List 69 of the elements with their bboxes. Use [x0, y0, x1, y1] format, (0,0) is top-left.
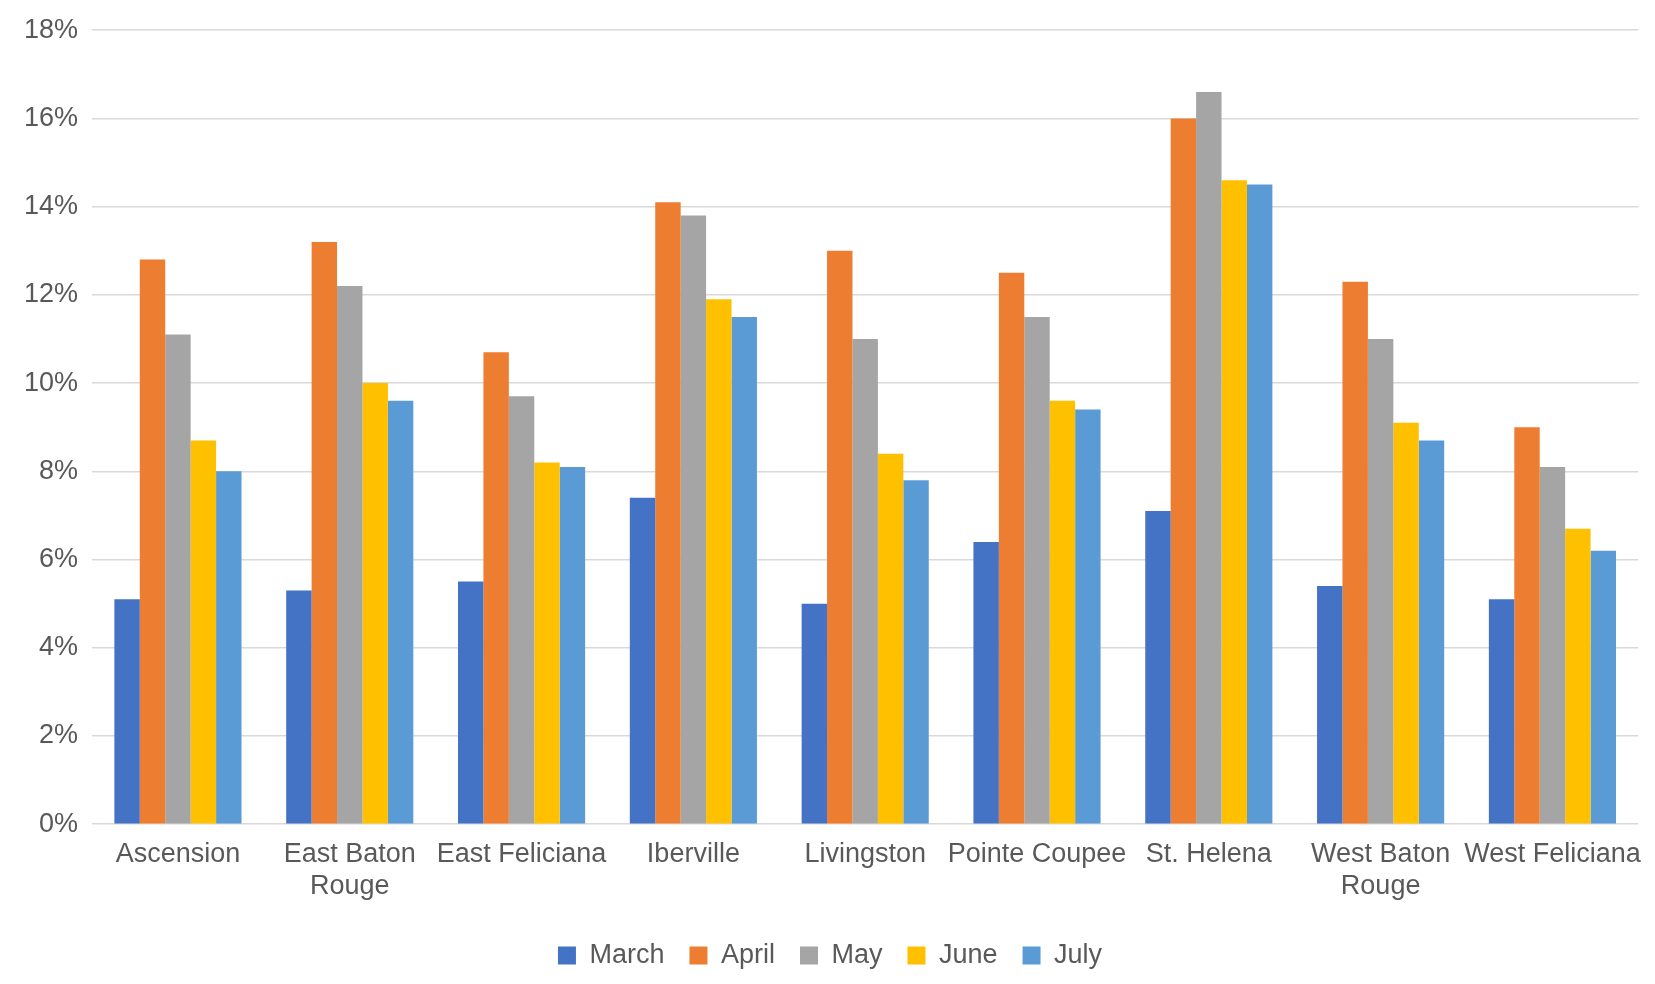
y-tick-label: 4% [39, 631, 79, 662]
bar [1221, 180, 1247, 824]
bar [680, 215, 707, 824]
legend-label: April [720, 938, 775, 969]
bar [1342, 281, 1368, 824]
x-tick-label: West Baton Rouge [1311, 837, 1451, 901]
bar [827, 250, 853, 824]
bar [852, 338, 878, 824]
bar [877, 453, 904, 824]
bar [1246, 184, 1273, 824]
bar [216, 471, 242, 824]
y-tick-label: 6% [39, 542, 79, 573]
bar [998, 272, 1025, 824]
bar [1418, 440, 1445, 824]
bar [165, 334, 191, 824]
bar [139, 259, 166, 824]
y-tick-label: 18% [23, 13, 79, 44]
bar [731, 316, 757, 824]
bar [559, 466, 586, 824]
bar [1539, 466, 1566, 824]
y-tick-label: 16% [23, 101, 79, 132]
bar [1145, 511, 1171, 824]
x-tick-label: East Feliciana [436, 837, 608, 868]
bar [1367, 338, 1394, 824]
bar [1317, 586, 1343, 824]
y-tick-label: 2% [39, 719, 79, 750]
bar [1514, 427, 1540, 824]
bar [1170, 118, 1197, 824]
bar [362, 383, 388, 824]
bar [1024, 316, 1050, 824]
legend-label: June [938, 938, 998, 969]
x-tick-label: West Feliciana [1464, 837, 1642, 868]
bar [1565, 528, 1591, 824]
bar [706, 299, 732, 824]
bar [458, 581, 484, 824]
bar [655, 202, 681, 824]
bar [1393, 422, 1419, 824]
x-tick-label: St. Helena [1145, 837, 1273, 868]
bar [311, 241, 338, 824]
bar [629, 497, 656, 824]
bar [508, 396, 535, 824]
y-tick-label: 0% [39, 807, 79, 838]
legend-label: July [1054, 938, 1103, 969]
y-tick-label: 8% [39, 454, 79, 485]
bar [114, 599, 140, 824]
bar [1196, 91, 1222, 824]
x-tick-label: Livingston [804, 837, 926, 868]
bar [903, 480, 929, 824]
bar [337, 286, 363, 824]
bar [534, 462, 560, 824]
x-tick-label: Ascension [115, 837, 241, 868]
bar [190, 440, 217, 824]
x-tick-label: Iberville [646, 837, 740, 868]
bar [1075, 409, 1101, 824]
bar [1049, 400, 1076, 824]
bar [973, 541, 999, 824]
bar [387, 400, 414, 824]
x-tick-label: East Baton Rouge [283, 837, 416, 901]
legend-label: March [589, 938, 665, 969]
x-tick-label: Pointe Coupee [947, 837, 1127, 868]
bar [483, 352, 509, 824]
y-tick-label: 14% [23, 190, 79, 221]
legend-label: May [831, 938, 883, 969]
bar [801, 603, 828, 824]
y-tick-label: 12% [23, 278, 79, 309]
bar [286, 590, 312, 824]
y-tick-label: 10% [23, 366, 79, 397]
bar [1590, 550, 1617, 824]
bar [1488, 599, 1515, 824]
